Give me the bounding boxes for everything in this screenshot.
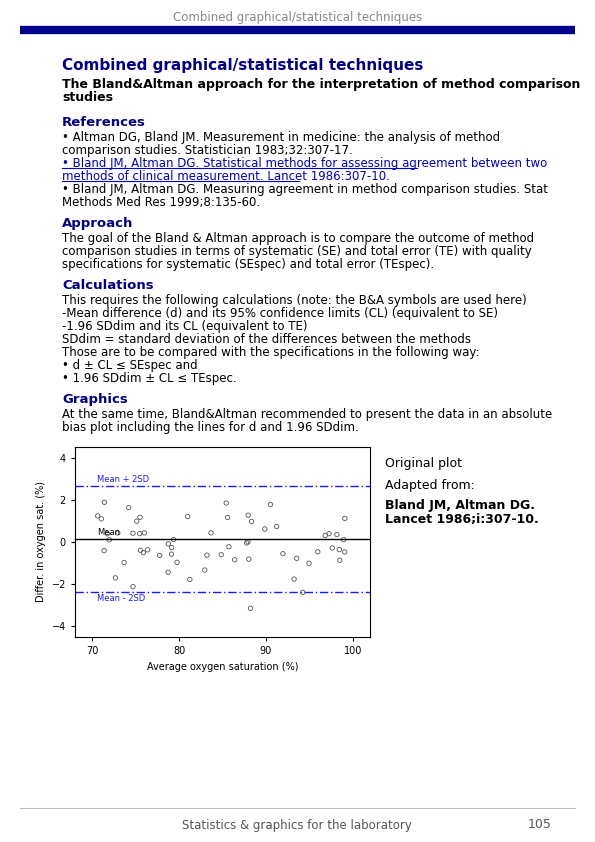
Point: [223, 511, 233, 525]
Point: [304, 557, 314, 570]
Text: Combined graphical/statistical techniques: Combined graphical/statistical technique…: [173, 12, 422, 24]
Point: [136, 544, 145, 557]
Point: [164, 537, 173, 551]
Point: [99, 544, 109, 557]
Point: [340, 546, 349, 559]
Point: [335, 553, 345, 567]
Point: [105, 533, 114, 546]
Text: • 1.96 SDdim ± CL ≤ TEspec.: • 1.96 SDdim ± CL ≤ TEspec.: [62, 372, 237, 385]
Point: [169, 533, 178, 546]
Point: [167, 547, 176, 561]
Text: • d ± CL ≤ SEspec and: • d ± CL ≤ SEspec and: [62, 359, 198, 372]
Point: [128, 526, 137, 540]
Point: [140, 526, 149, 540]
Text: Lancet 1986;i:307-10.: Lancet 1986;i:307-10.: [385, 513, 538, 526]
Point: [289, 573, 299, 586]
Point: [244, 552, 253, 566]
Point: [278, 547, 287, 561]
X-axis label: Average oxygen saturation (%): Average oxygen saturation (%): [147, 662, 298, 672]
Point: [132, 514, 142, 528]
Point: [243, 536, 253, 549]
Text: References: References: [62, 116, 146, 129]
Point: [324, 527, 334, 541]
Point: [139, 546, 148, 559]
Text: The goal of the Bland & Altman approach is to compare the outcome of method: The goal of the Bland & Altman approach …: [62, 232, 534, 245]
Text: SDdim = standard deviation of the differences between the methods: SDdim = standard deviation of the differ…: [62, 333, 471, 346]
Text: Methods Med Res 1999;8:135-60.: Methods Med Res 1999;8:135-60.: [62, 196, 260, 209]
Point: [93, 509, 102, 523]
Text: -1.96 SDdim and its CL (equivalent to TE): -1.96 SDdim and its CL (equivalent to TE…: [62, 320, 308, 333]
Point: [173, 556, 182, 569]
Point: [202, 548, 212, 562]
Text: methods of clinical measurement. Lancet 1986:307-10.: methods of clinical measurement. Lancet …: [62, 170, 390, 183]
Point: [143, 543, 152, 557]
Text: Adapted from:: Adapted from:: [385, 479, 475, 492]
Text: Statistics & graphics for the laboratory: Statistics & graphics for the laboratory: [182, 818, 412, 832]
Y-axis label: Differ. in oxygen sat. (%): Differ. in oxygen sat. (%): [36, 482, 46, 603]
Point: [334, 543, 344, 557]
Text: Calculations: Calculations: [62, 279, 154, 292]
Point: [124, 501, 133, 514]
Point: [103, 527, 112, 541]
Text: Graphics: Graphics: [62, 393, 128, 406]
Text: This requires the following calculations (note: the B&A symbols are used here): This requires the following calculations…: [62, 294, 527, 307]
Text: At the same time, Bland&Altman recommended to present the data in an absolute: At the same time, Bland&Altman recommend…: [62, 408, 552, 421]
Point: [321, 529, 330, 542]
Text: comparison studies. Statistician 1983;32:307-17.: comparison studies. Statistician 1983;32…: [62, 144, 353, 157]
Point: [167, 541, 176, 554]
Point: [292, 552, 302, 565]
Point: [221, 496, 231, 509]
Point: [313, 545, 322, 558]
Text: Mean - 2SD: Mean - 2SD: [97, 594, 145, 603]
Text: Combined graphical/statistical techniques: Combined graphical/statistical technique…: [62, 58, 424, 73]
Point: [332, 528, 342, 541]
Point: [135, 527, 145, 541]
Point: [111, 571, 120, 584]
Point: [128, 580, 137, 594]
Text: Those are to be compared with the specifications in the following way:: Those are to be compared with the specif…: [62, 346, 480, 359]
Text: 105: 105: [528, 818, 552, 832]
Point: [272, 520, 281, 533]
Point: [185, 573, 195, 586]
Point: [155, 549, 164, 562]
Text: Mean: Mean: [97, 528, 120, 537]
Point: [183, 510, 192, 524]
Text: Mean + 2SD: Mean + 2SD: [97, 475, 149, 484]
Point: [242, 536, 251, 550]
Point: [120, 556, 129, 569]
Point: [135, 510, 145, 524]
Point: [247, 514, 256, 528]
Point: [206, 526, 216, 540]
Text: Original plot: Original plot: [385, 457, 462, 470]
Text: • Bland JM, Altman DG. Statistical methods for assessing agreement between two: • Bland JM, Altman DG. Statistical metho…: [62, 157, 547, 170]
Point: [96, 512, 106, 525]
Point: [328, 541, 337, 555]
Point: [246, 602, 255, 616]
Point: [340, 512, 350, 525]
Point: [339, 533, 349, 546]
Text: The Bland&Altman approach for the interpretation of method comparison: The Bland&Altman approach for the interp…: [62, 78, 580, 91]
Text: comparison studies in terms of systematic (SE) and total error (TE) with quality: comparison studies in terms of systemati…: [62, 245, 532, 258]
Text: • Bland JM, Altman DG. Measuring agreement in method comparison studies. Stat: • Bland JM, Altman DG. Measuring agreeme…: [62, 183, 548, 196]
Point: [243, 509, 253, 522]
Text: -Mean difference (d) and its 95% confidence limits (CL) (equivalent to SE): -Mean difference (d) and its 95% confide…: [62, 307, 498, 320]
Point: [200, 563, 209, 577]
Point: [217, 548, 226, 562]
Point: [113, 526, 123, 540]
Text: bias plot including the lines for d and 1.96 SDdim.: bias plot including the lines for d and …: [62, 421, 359, 434]
Point: [164, 566, 173, 579]
Point: [260, 522, 270, 536]
Point: [230, 553, 239, 567]
Point: [224, 540, 234, 553]
Point: [100, 496, 109, 509]
Point: [298, 586, 308, 600]
Point: [266, 498, 275, 511]
Text: Bland JM, Altman DG.: Bland JM, Altman DG.: [385, 499, 535, 512]
Text: Approach: Approach: [62, 217, 133, 230]
Text: • Altman DG, Bland JM. Measurement in medicine: the analysis of method: • Altman DG, Bland JM. Measurement in me…: [62, 131, 500, 144]
Text: specifications for systematic (SEspec) and total error (TEspec).: specifications for systematic (SEspec) a…: [62, 258, 434, 271]
Text: studies: studies: [62, 91, 113, 104]
